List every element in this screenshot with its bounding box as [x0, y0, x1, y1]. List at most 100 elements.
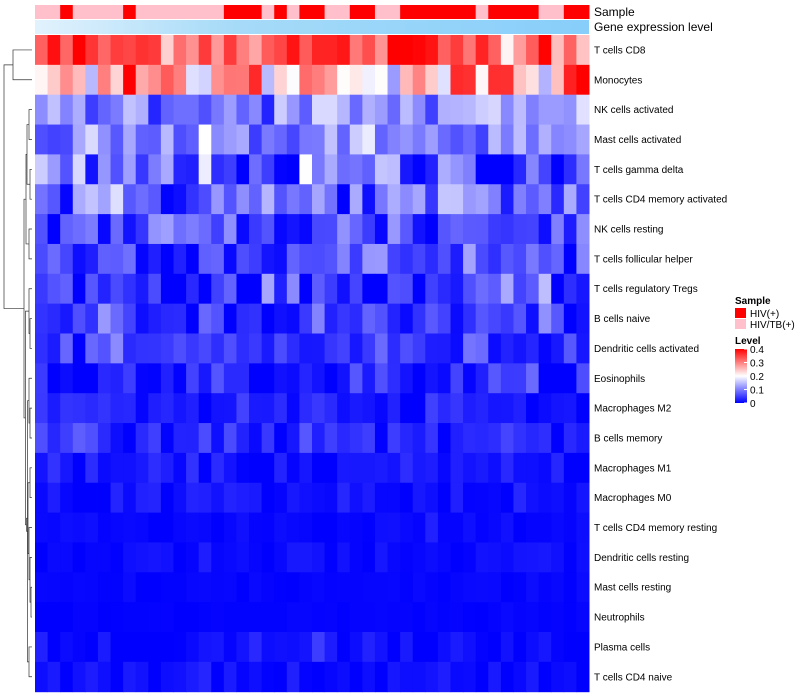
- heatmap-cell: [513, 572, 527, 603]
- heatmap-cell: [47, 423, 61, 454]
- level-tick-label: 0.4: [750, 345, 764, 356]
- heatmap-cell: [135, 452, 149, 484]
- heatmap-cell: [236, 154, 250, 185]
- heatmap-cell: [261, 661, 275, 693]
- heatmap-cell: [47, 393, 61, 424]
- heatmap-cell: [362, 512, 376, 543]
- heatmap-cell: [324, 243, 338, 275]
- heatmap-cell: [85, 243, 99, 275]
- heatmap-cell: [387, 243, 401, 275]
- heatmap-cell: [488, 661, 502, 693]
- heatmap-cell: [475, 94, 489, 126]
- heatmap-cell: [223, 303, 237, 334]
- heatmap-cell: [362, 452, 376, 484]
- heatmap-cell: [299, 273, 313, 305]
- heatmap-cell: [160, 184, 174, 215]
- heatmap-cell: [538, 154, 552, 185]
- heatmap-cell: [538, 542, 552, 573]
- heatmap-cell: [198, 303, 212, 334]
- heatmap-cell: [526, 64, 540, 96]
- heatmap-cell: [576, 184, 590, 215]
- heatmap-cell: [148, 452, 162, 484]
- heatmap-cell: [362, 303, 376, 334]
- heatmap-cell: [337, 273, 351, 305]
- heatmap-cell: [526, 124, 540, 155]
- heatmap-cell: [463, 273, 477, 305]
- heatmap-cell: [198, 94, 212, 126]
- heatmap-cell: [286, 482, 300, 514]
- sample-annotation-cell: [437, 5, 451, 19]
- heatmap-cell: [148, 333, 162, 364]
- heatmap-cell: [236, 243, 250, 275]
- heatmap-cell: [173, 452, 187, 484]
- heatmap-cell: [223, 64, 237, 96]
- heatmap-cell: [97, 273, 112, 305]
- heatmap-cell: [160, 423, 174, 454]
- heatmap-cell: [488, 632, 502, 663]
- heatmap-cell: [60, 273, 74, 305]
- heatmap-cell: [85, 572, 99, 603]
- heatmap-cell: [463, 214, 477, 245]
- sample-annotation-cell: [475, 5, 489, 19]
- heatmap-cell: [186, 64, 200, 96]
- heatmap-cell: [425, 94, 439, 126]
- heatmap-cell: [513, 154, 527, 185]
- heatmap-cell: [110, 184, 124, 215]
- heatmap-cell: [249, 661, 263, 693]
- heatmap-cell: [526, 542, 540, 573]
- heatmap-cell: [274, 602, 288, 633]
- heatmap-cell: [60, 572, 74, 603]
- heatmap-cell: [223, 124, 237, 155]
- heatmap-cell: [249, 632, 263, 663]
- heatmap-cell: [312, 303, 326, 334]
- heatmap-cell: [400, 542, 414, 573]
- heatmap-cell: [324, 512, 338, 543]
- heatmap-cell: [135, 572, 149, 603]
- heatmap-cell: [186, 363, 200, 394]
- heatmap-cell: [85, 482, 99, 514]
- heatmap-cell: [400, 333, 414, 364]
- heatmap-cell: [148, 542, 162, 573]
- heatmap-cell: [526, 452, 540, 484]
- heatmap-cell: [475, 273, 489, 305]
- heatmap-cell: [135, 632, 149, 663]
- heatmap-cell: [551, 632, 565, 663]
- heatmap-cell: [110, 303, 124, 334]
- heatmap-cell: [500, 632, 514, 663]
- heatmap-cell: [173, 184, 187, 215]
- heatmap-cell: [488, 482, 502, 514]
- heatmap-cell: [223, 94, 237, 126]
- heatmap-cell: [349, 482, 363, 514]
- heatmap-cell: [551, 214, 565, 245]
- heatmap-cell: [538, 661, 552, 693]
- sample-annotation-cell: [135, 5, 149, 19]
- heatmap-cell: [135, 363, 149, 394]
- sample-annotation-cell: [538, 5, 552, 19]
- heatmap-cell: [538, 243, 552, 275]
- heatmap-cell: [513, 423, 527, 454]
- heatmap-cell: [135, 184, 149, 215]
- level-tick-label: 0: [750, 399, 756, 410]
- heatmap-cell: [148, 243, 162, 275]
- heatmap-cell: [362, 154, 376, 185]
- heatmap-cell: [148, 94, 162, 126]
- heatmap-cell: [463, 512, 477, 543]
- heatmap-cell: [475, 632, 489, 663]
- heatmap-cell: [412, 542, 426, 573]
- heatmap-cell: [35, 273, 49, 305]
- heatmap-cell: [324, 542, 338, 573]
- heatmap-cell: [236, 542, 250, 573]
- heatmap-cell: [475, 64, 489, 96]
- heatmap-cell: [362, 632, 376, 663]
- heatmap-cell: [412, 94, 426, 126]
- heatmap-cell: [387, 542, 401, 573]
- heatmap-cell: [123, 512, 137, 543]
- heatmap-cell: [97, 243, 112, 275]
- heatmap-cell: [324, 393, 338, 424]
- heatmap-cell: [387, 423, 401, 454]
- heatmap-cell: [123, 542, 137, 573]
- heatmap-cell: [312, 273, 326, 305]
- heatmap-cell: [286, 572, 300, 603]
- heatmap-cell: [160, 214, 174, 245]
- heatmap-cell: [123, 602, 137, 633]
